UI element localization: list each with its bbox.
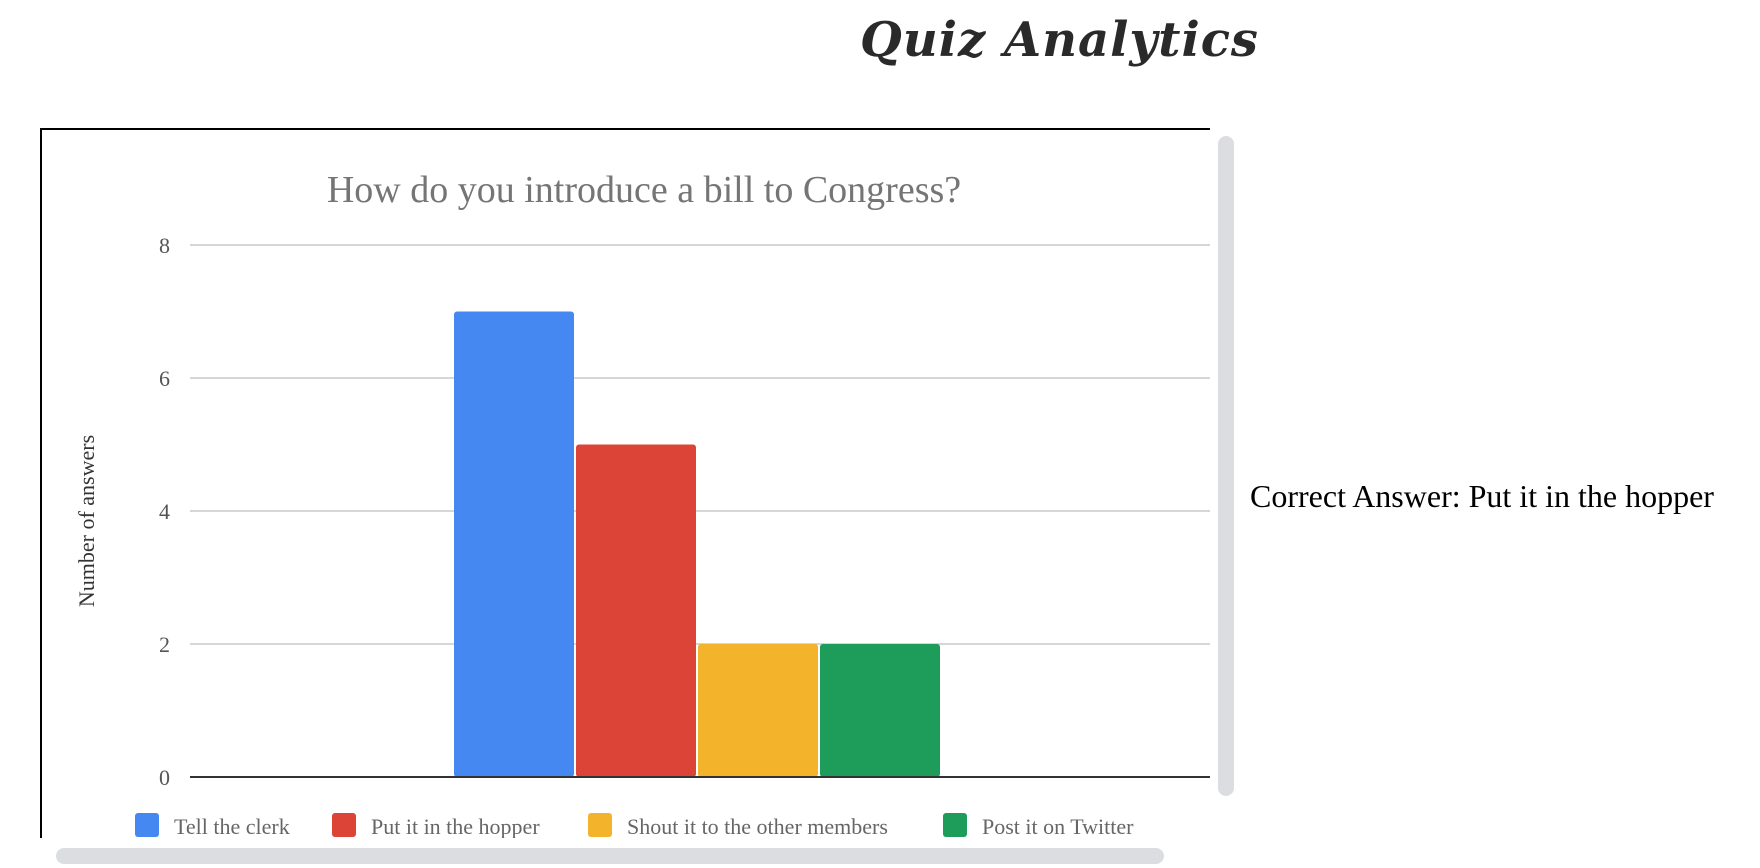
y-axis-label: Number of answers — [74, 435, 99, 607]
chart-title: How do you introduce a bill to Congress? — [327, 169, 961, 211]
bar-tell-the-clerk — [454, 311, 574, 777]
y-tick-label: 0 — [159, 765, 170, 790]
correct-answer-label: Correct Answer: — [1250, 478, 1461, 514]
legend-label: Put it in the hopper — [371, 814, 540, 838]
legend-label: Shout it to the other members — [627, 814, 888, 838]
bar-chart: How do you introduce a bill to Congress?… — [74, 169, 1210, 838]
legend-swatch — [332, 813, 356, 837]
legend-label: Tell the clerk — [174, 814, 290, 838]
legend-label: Post it on Twitter — [982, 814, 1134, 838]
y-tick-label: 2 — [159, 632, 170, 657]
legend-swatch — [588, 813, 612, 837]
y-tick-label: 4 — [159, 499, 170, 524]
horizontal-scrollbar[interactable] — [56, 848, 1164, 864]
y-tick-label: 6 — [159, 366, 170, 391]
vertical-scrollbar[interactable] — [1218, 136, 1234, 796]
legend-swatch — [943, 813, 967, 837]
correct-answer-value: Put it in the hopper — [1468, 478, 1714, 514]
bar-put-it-in-the-hopper — [576, 444, 696, 777]
bar-shout-it-to-the-other-members — [698, 644, 818, 777]
legend-swatch — [135, 813, 159, 837]
page-title: Quiz Analytics — [860, 12, 1259, 68]
chart-container: How do you introduce a bill to Congress?… — [40, 128, 1210, 838]
y-tick-label: 8 — [159, 233, 170, 258]
bar-post-it-on-twitter — [820, 644, 940, 777]
correct-answer: Correct Answer: Put it in the hopper — [1250, 478, 1714, 515]
